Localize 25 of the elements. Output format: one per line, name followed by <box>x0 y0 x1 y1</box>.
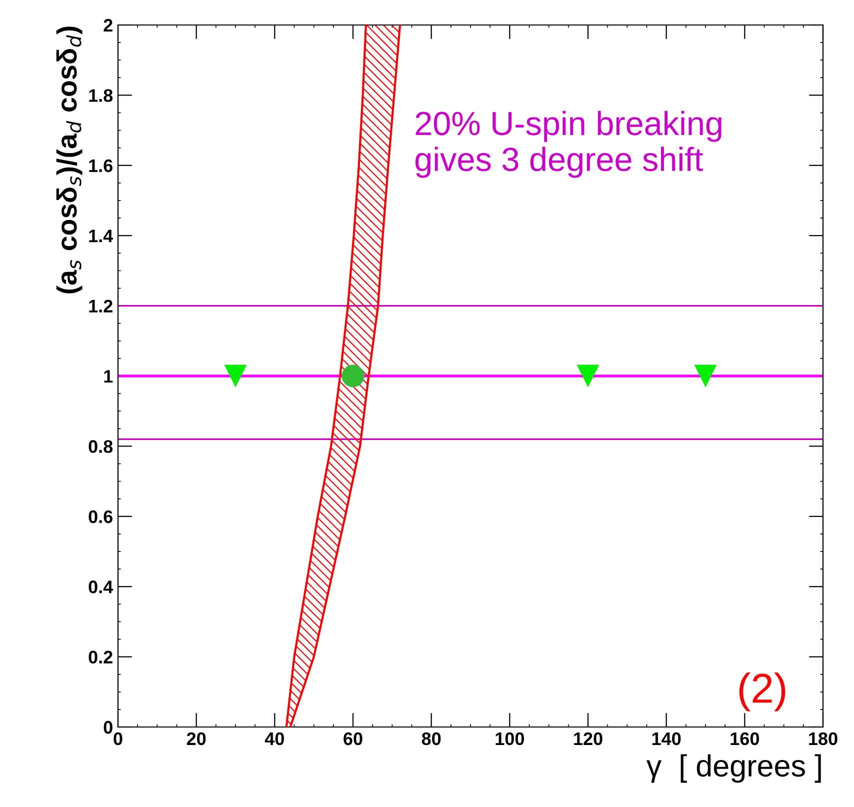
x-tick-label: 60 <box>344 732 362 746</box>
y-tick-label: 1 <box>104 370 113 383</box>
x-tick-label: 140 <box>652 732 681 746</box>
x-tick-label: 40 <box>264 732 284 746</box>
annotation: 20% U-spin breaking gives 3 degree shift <box>416 110 722 178</box>
y-tick-label: 0.6 <box>88 510 112 524</box>
y-tick-label: 0.8 <box>88 440 113 453</box>
x-tick-label: 180 <box>809 732 838 746</box>
y-tick-label: 1.6 <box>89 159 112 172</box>
annotation: (2) <box>739 672 786 712</box>
x-tick-label: 80 <box>422 732 441 746</box>
x-tick-label: 160 <box>730 732 759 746</box>
x-tick-label: 20 <box>186 732 206 746</box>
x-tick-label: 120 <box>574 732 602 746</box>
y-tick-label: 2 <box>104 18 112 32</box>
y-tick-label: 0.4 <box>88 580 114 594</box>
x-axis-title: γ [ degrees ] <box>646 754 821 783</box>
y-tick-label: 1.2 <box>89 300 112 312</box>
y-tick-label: 0 <box>104 720 112 734</box>
y-tick-label: 0.2 <box>88 650 112 664</box>
text: (a$_{s}$ cosδ$_{s}$)/(a$_{d}$ cosδ$_{d}$) <box>56 26 82 294</box>
y-tick-label: 1.4 <box>89 230 114 242</box>
x-tick-label: 100 <box>496 732 524 746</box>
y-tick-label: 1.8 <box>89 89 113 102</box>
x-tick-label: 0 <box>114 732 122 746</box>
